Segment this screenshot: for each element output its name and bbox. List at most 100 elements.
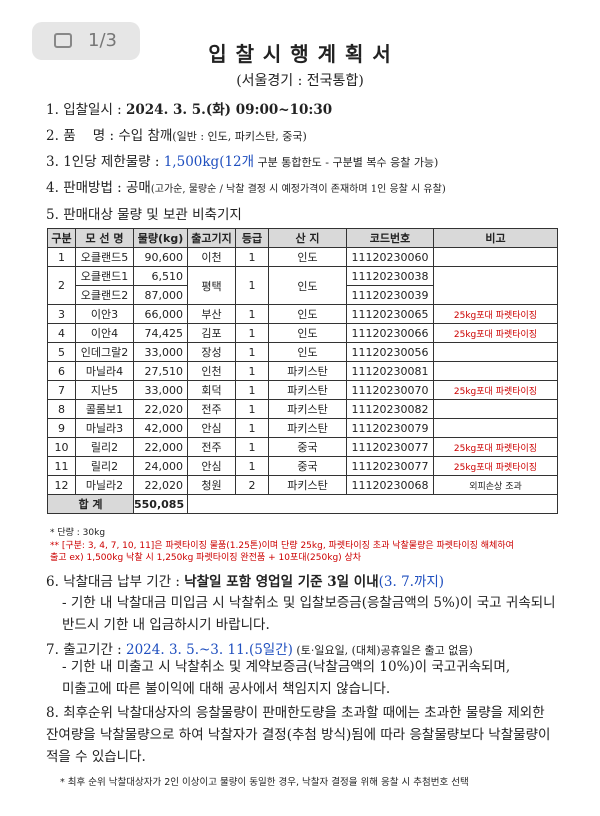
cell: 1 — [235, 323, 269, 343]
cell: 5 — [47, 342, 76, 362]
cell: 1 — [235, 399, 269, 419]
cell: 파키스탄 — [268, 380, 347, 400]
page-number: 1/3 — [88, 30, 117, 51]
cell: 김포 — [187, 323, 236, 343]
cell: 인도 — [268, 304, 347, 324]
header-cell: 출고기지 — [187, 228, 236, 248]
cell: 25kg포대 파렛타이징 — [433, 323, 558, 343]
text: 판매방법 : 공매 — [63, 180, 151, 196]
cell: 66,000 — [133, 304, 188, 324]
cell: 장성 — [187, 342, 236, 362]
cell: 평택 — [187, 266, 236, 305]
cell: 42,000 — [133, 418, 188, 438]
row: 8 콜롬보1 22,020 전주 1 파키스탄 11120230082 — [47, 399, 558, 419]
cell: 외피손상 조과 — [433, 475, 558, 495]
cell: 1 — [235, 380, 269, 400]
text: 2024. 3. 5.~3. 11.(5일간) — [126, 642, 293, 658]
cell: 11120230082 — [346, 399, 434, 419]
cell: 1 — [235, 418, 269, 438]
cell: 25kg포대 파렛타이징 — [433, 380, 558, 400]
cell: 인도 — [268, 266, 347, 305]
section: 7. 출고기간 : 2024. 3. 5.~3. 11.(5일간) (토·일요일… — [46, 638, 473, 658]
text: (토·일요일, (대체)공휴일은 출고 없음) — [292, 644, 473, 657]
cell: 인도 — [268, 323, 347, 343]
cell: 중국 — [268, 437, 347, 457]
table: 구분 모 선 명 물량(kg) 출고기지 등급 산 지 코드번호 비고 1 오클랜드5 90,600… — [47, 228, 558, 514]
cell — [187, 494, 558, 514]
item: 2. 품 명 : 수입 참깨(일반 : 인도, 파키스탄, 중국) — [46, 124, 307, 144]
cell: 11120230066 — [346, 323, 434, 343]
item: 3. 1인당 제한물량 : 1,500kg(12개 구분 통합한도 - 구분별 … — [46, 150, 438, 170]
header-cell: 산 지 — [268, 228, 347, 248]
row: 2 오클랜드1 6,510 평택 1 인도 11120230038 — [47, 266, 558, 305]
cell: 파키스탄 — [268, 361, 347, 381]
cell: 안심 — [187, 456, 236, 476]
text: 판매대상 물량 및 보관 비축기지 — [63, 207, 242, 223]
page-icon — [54, 33, 72, 48]
cell: 이안4 — [75, 323, 134, 343]
cell: 11120230065 — [346, 304, 434, 324]
cell: 전주 — [187, 399, 236, 419]
text: 최후순위 낙찰대상자의 응찰물량이 판매한도량을 초과할 때에는 초과한 물량을… — [46, 705, 551, 765]
header-cell: 등급 — [235, 228, 269, 248]
text: 낙찰대금 납부 기간 : — [63, 574, 185, 590]
cell — [433, 247, 558, 267]
note: * 최후 순위 낙찰대상자가 2인 이상이고 물량이 동일한 경우, 낙찰자 결… — [60, 777, 469, 788]
header-cell: 코드번호 — [346, 228, 434, 248]
cell: 안심 — [187, 418, 236, 438]
text: 1인당 제한물량 : — [63, 154, 164, 170]
cell: 릴리2 — [75, 456, 134, 476]
row: 합 계 550,085 — [47, 494, 558, 514]
cell: 릴리2 — [75, 437, 134, 457]
cell: 1 — [235, 456, 269, 476]
page-indicator[interactable]: 1/3 — [32, 22, 140, 60]
cell: 22,000 — [133, 437, 188, 457]
item-number: 5. — [46, 207, 59, 223]
cell: 11120230068 — [346, 475, 434, 495]
item-number: 2. — [46, 128, 59, 144]
cell: 2 — [235, 475, 269, 495]
cell: 7 — [47, 380, 76, 400]
cell: 11120230077 — [346, 437, 434, 457]
header-cell: 구분 — [47, 228, 76, 248]
cell: 10 — [47, 437, 76, 457]
cell: 중국 — [268, 456, 347, 476]
item-number: 7. — [46, 642, 59, 658]
cell: 25kg포대 파렛타이징 — [433, 456, 558, 476]
cell: 12 — [47, 475, 76, 495]
cell: 74,425 — [133, 323, 188, 343]
row: 6 마닐라4 27,510 인천 1 파키스탄 11120230081 — [47, 361, 558, 381]
cell — [433, 418, 558, 438]
cell: 25kg포대 파렛타이징 — [433, 304, 558, 324]
item: 4. 판매방법 : 공매(고가순, 물량순 / 낙찰 결정 시 예정가격이 존재… — [46, 176, 446, 196]
cell: 11120230077 — [346, 456, 434, 476]
cell: 4 — [47, 323, 76, 343]
item-number: 6. — [46, 574, 59, 590]
row: 10 릴리2 22,000 전주 1 중국 11120230077 25kg포대 파렛타이징 — [47, 437, 558, 457]
header-cell: 비고 — [433, 228, 558, 248]
cell: 90,600 — [133, 247, 188, 267]
cell: 지난5 — [75, 380, 134, 400]
cell: 11120230056 — [346, 342, 434, 362]
cell: 1 — [235, 342, 269, 362]
cell: 이천 — [187, 247, 236, 267]
row: 3 이안3 66,000 부산 1 인도 11120230065 25kg포대 파렛타이징 — [47, 304, 558, 324]
cell: 오클랜드5 — [75, 247, 134, 267]
cell: 1 — [47, 247, 76, 267]
cell — [433, 361, 558, 381]
cell: 전주 — [187, 437, 236, 457]
cell: 파키스탄 — [268, 399, 347, 419]
row: 1 오클랜드5 90,600 이천 1 인도 11120230060 — [47, 247, 558, 267]
cell: 11120230081 — [346, 361, 434, 381]
cell: 인천 — [187, 361, 236, 381]
item: 1. 입찰일시 : 2024. 3. 5.(화) 09:00~10:30 — [46, 98, 332, 118]
cell: 11 — [47, 456, 76, 476]
cell: 33,000 — [133, 380, 188, 400]
cell: 인데그랄2 — [75, 342, 134, 362]
cell: 회덕 — [187, 380, 236, 400]
row: 오클랜드2 87,000 11120230039 — [48, 285, 558, 305]
item-number: 1. — [46, 102, 59, 118]
text: 출고기간 : — [63, 642, 126, 658]
item-number: 4. — [46, 180, 59, 196]
